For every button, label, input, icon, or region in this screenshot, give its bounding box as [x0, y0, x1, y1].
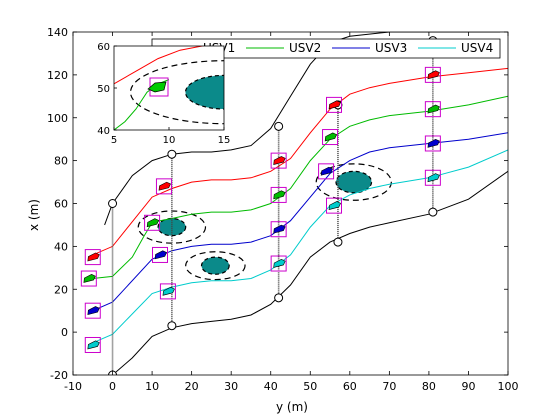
boat-2-2 [146, 218, 160, 228]
boat-box-5-2 [424, 101, 441, 118]
obstacle-3 [335, 170, 373, 194]
boat-box-1-1 [84, 249, 101, 266]
series-line-usv2 [92, 95, 508, 279]
x-axis-label: y (m) [276, 400, 308, 414]
boat-box-3-2 [270, 186, 287, 203]
x-tick-label: 10 [145, 380, 159, 393]
boat-3-3 [273, 224, 286, 234]
y-tick-label: 80 [54, 155, 68, 168]
inset-y-tick-label: 50 [97, 84, 110, 95]
boat-box-1-4 [84, 336, 101, 353]
boat-box-2-2 [144, 214, 161, 231]
boat-box-4-2 [322, 129, 339, 146]
inset-x-tick-label: 15 [218, 135, 231, 146]
boat-box-4-4 [326, 197, 342, 214]
boat-2-4 [162, 286, 175, 296]
y-tick-label: 140 [47, 26, 68, 39]
x-tick-label: 50 [303, 380, 317, 393]
inset-inner [114, 46, 224, 130]
y-tick-label: 60 [54, 198, 68, 211]
y-tick-label: 40 [54, 240, 68, 253]
boat-4-4 [328, 201, 341, 210]
boat-box-3-3 [270, 221, 287, 238]
series-line-usv1 [92, 67, 508, 256]
x-tick-label: 60 [343, 380, 357, 393]
formation-top-marker-1 [108, 199, 118, 208]
y-tick-label: 120 [47, 69, 68, 82]
boat-4-2 [324, 132, 338, 142]
legend: USV1USV2USV3USV4 [151, 38, 501, 59]
boat-5-3 [427, 138, 440, 148]
x-tick-label: 80 [422, 380, 436, 393]
x-tick-label: 90 [461, 380, 475, 393]
boat-box-4-1 [326, 96, 342, 113]
legend-label-usv2: USV2 [289, 41, 321, 55]
main-axes: -10 0 10 20 30 40 50 60 70 80 90 100 -20 0 20 40 60 80 100… [47, 26, 519, 393]
obstacle-2 [200, 256, 230, 275]
boat-box-5-4 [424, 169, 441, 186]
x-tick-label: 100 [498, 380, 519, 393]
series-line-usv4 [92, 149, 508, 344]
inset-x-tick-label: 5 [111, 135, 117, 146]
main-plot-area [80, 32, 508, 375]
boat-1-1 [87, 252, 100, 262]
inset-y-tick-label: 60 [97, 42, 110, 53]
obstacle-safety-zone-3 [315, 163, 392, 201]
boat-1-3 [87, 306, 100, 316]
y-tick-label: -20 [50, 369, 68, 382]
x-tick-label: 0 [109, 380, 116, 393]
formation-top-marker-2 [167, 149, 177, 159]
x-tick-label: 20 [185, 380, 199, 393]
boat-box-5-3 [424, 135, 441, 152]
formation-bottom-marker-4 [333, 237, 343, 247]
formation-bottom-marker-3 [274, 293, 284, 303]
legend-label-usv3: USV3 [375, 41, 407, 55]
formation-bottom-marker-2 [167, 321, 177, 331]
inset-boat [147, 81, 167, 93]
y-tick-label: 100 [47, 112, 68, 125]
y-axis-label: x (m) [27, 199, 41, 231]
boat-2-3 [154, 250, 167, 260]
obstacle-safety-zone-2 [185, 251, 246, 281]
boat-1-4 [87, 340, 100, 350]
boat-2-1 [158, 181, 171, 191]
inset-usv1-line [114, 46, 205, 85]
boat-box-3-1 [270, 152, 287, 169]
x-tick-label: -10 [64, 380, 82, 393]
boat-box-1-3 [84, 302, 101, 319]
formation-bottom-marker-5 [428, 207, 438, 217]
series-line-boundary-4 [104, 32, 501, 226]
inset-x-tick-label: 10 [163, 135, 176, 146]
boat-box-3-4 [270, 255, 287, 272]
boat-4-1 [328, 100, 341, 110]
x-tick-label: 70 [382, 380, 396, 393]
boat-box-5-1 [424, 66, 441, 83]
boat-3-4 [273, 259, 286, 268]
formation-top-marker-3 [274, 121, 284, 131]
boat-box-4-3 [318, 163, 335, 180]
boat-box-2-4 [159, 283, 176, 300]
y-tick-label: 0 [61, 326, 68, 339]
boat-5-1 [427, 70, 440, 80]
boat-4-3 [320, 166, 334, 176]
main-plot-inner [80, 32, 508, 375]
legend-label-usv4: USV4 [461, 41, 493, 55]
y-tick-label: 20 [54, 283, 68, 296]
boat-3-2 [273, 190, 286, 200]
inset-zoom-plot: 5 10 15 40 50 60 [97, 42, 231, 146]
x-tick-label: 40 [264, 380, 278, 393]
boat-1-2 [83, 274, 96, 283]
boat-box-2-3 [152, 246, 168, 263]
x-tick-label: 30 [224, 380, 238, 393]
inset-y-tick-label: 40 [97, 126, 110, 137]
boat-box-2-1 [155, 178, 172, 195]
boat-5-2 [427, 104, 440, 114]
boat-3-1 [273, 156, 286, 165]
inset-obstacle [184, 74, 224, 110]
boat-box-1-2 [80, 270, 97, 287]
boat-5-4 [427, 173, 440, 183]
